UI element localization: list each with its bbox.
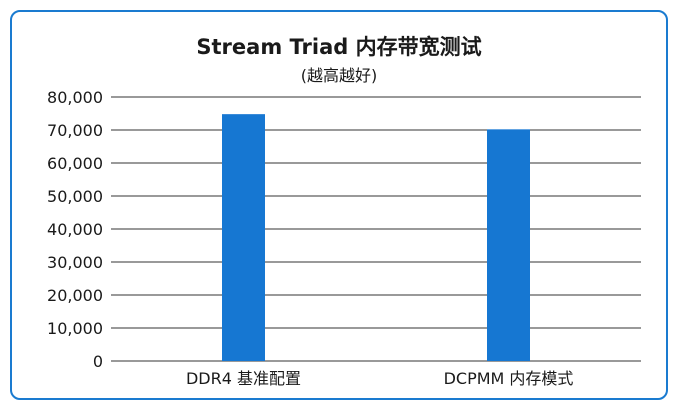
chart-subtitle: (越高越好): [300, 66, 378, 85]
y-tick-label: 50,000: [47, 187, 103, 206]
x-axis-categories: DDR4 基准配置 DCPMM 内存模式: [186, 369, 573, 388]
x-category-label: DCPMM 内存模式: [444, 369, 574, 388]
y-tick-label: 60,000: [47, 154, 103, 173]
y-tick-label: 40,000: [47, 220, 103, 239]
y-tick-label: 10,000: [47, 319, 103, 338]
gridlines: [111, 96, 641, 362]
chart-title: Stream Triad 内存带宽测试: [196, 35, 482, 59]
chart-frame: [10, 10, 668, 400]
bar: [222, 114, 265, 361]
y-tick-label: 30,000: [47, 253, 103, 272]
y-tick-label: 20,000: [47, 286, 103, 305]
x-category-label: DDR4 基准配置: [186, 369, 301, 388]
y-tick-label: 70,000: [47, 121, 103, 140]
bars: [222, 114, 530, 361]
bar: [487, 129, 530, 361]
y-tick-label: 0: [93, 352, 103, 371]
y-tick-label: 80,000: [47, 88, 103, 107]
y-axis-ticks: 0 10,000 20,000 30,000 40,000 50,000 60,000 70,…: [47, 88, 103, 371]
